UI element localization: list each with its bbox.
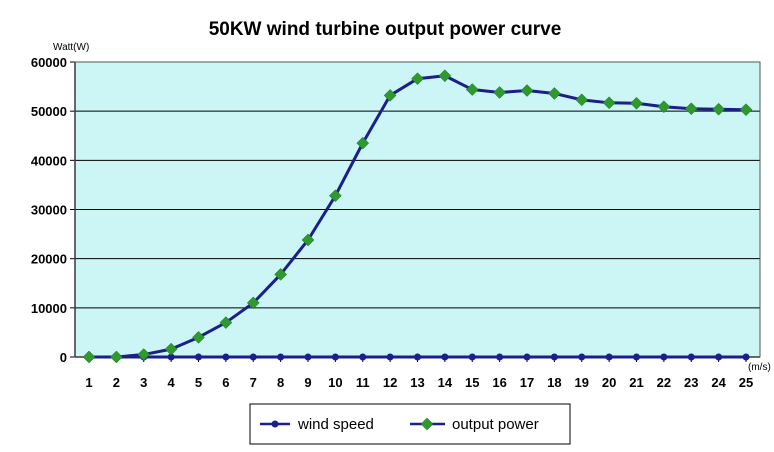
data-point-output-power — [356, 136, 370, 150]
y-axis-label: Watt(W) — [53, 42, 89, 53]
x-tick-label: 1 — [85, 375, 92, 390]
x-tick-label: 21 — [629, 375, 643, 390]
x-tick-label: 13 — [410, 375, 424, 390]
legend-marker-output-power — [420, 417, 434, 431]
x-tick-label: 11 — [356, 375, 370, 390]
data-point-wind-speed — [523, 353, 531, 361]
data-point-output-power — [520, 84, 534, 97]
data-point-output-power — [712, 102, 725, 116]
data-point-output-power — [164, 342, 178, 356]
data-point-output-power — [739, 103, 753, 117]
x-tick-label: 15 — [465, 375, 479, 390]
x-tick-label: 16 — [492, 375, 506, 390]
x-tick-label: 10 — [328, 375, 342, 390]
x-tick-label: 17 — [520, 375, 534, 390]
x-tick-label: 4 — [168, 375, 176, 390]
data-point-output-power — [219, 316, 233, 329]
x-tick-label: 25 — [739, 375, 753, 390]
y-tick-label: 30000 — [31, 203, 67, 218]
x-axis-unit-label: (m/s) — [748, 362, 771, 373]
y-tick-label: 50000 — [31, 104, 67, 119]
x-tick-labels: 1 2 3 4 5 6 7 8 9 10 11 12 13 14 15 16 17 18 19 20 21 22 23 24 2… — [85, 375, 753, 390]
data-point-wind-speed — [304, 353, 312, 361]
data-point-output-power — [602, 96, 616, 110]
data-point-wind-speed — [222, 353, 230, 361]
data-point-output-power — [82, 350, 96, 364]
legend: wind speed output power — [249, 403, 571, 445]
y-tick-label: 0 — [60, 350, 67, 365]
data-point-output-power — [465, 83, 479, 96]
data-point-output-power — [575, 93, 589, 107]
data-point-wind-speed — [578, 353, 586, 361]
x-tick-label: 14 — [438, 375, 453, 390]
data-point-wind-speed — [277, 353, 285, 361]
x-tick-label: 2 — [113, 375, 120, 390]
data-point-output-power — [301, 233, 315, 247]
data-point-output-power — [657, 100, 671, 114]
x-tick-label: 20 — [602, 375, 616, 390]
x-tick-label: 19 — [575, 375, 589, 390]
data-point-wind-speed — [687, 353, 695, 361]
y-tick-labels: 0 10000 20000 30000 40000 50000 60000 — [31, 55, 67, 365]
x-tick-label: 9 — [304, 375, 311, 390]
data-point-wind-speed — [496, 353, 504, 361]
data-point-wind-speed — [742, 353, 750, 361]
y-tick-label: 60000 — [31, 55, 67, 70]
data-point-wind-speed — [331, 353, 339, 361]
data-point-output-power — [548, 87, 561, 100]
data-point-output-power — [383, 89, 397, 102]
data-point-output-power — [137, 348, 151, 361]
data-point-wind-speed — [386, 353, 394, 361]
data-point-wind-speed — [715, 353, 723, 361]
y-tick-label: 20000 — [31, 252, 67, 267]
data-point-wind-speed — [167, 353, 175, 361]
data-point-output-power — [493, 86, 506, 99]
x-tick-label: 7 — [250, 375, 257, 390]
data-point-wind-speed — [359, 353, 367, 361]
data-point-output-power — [192, 330, 205, 344]
data-point-output-power — [684, 102, 698, 116]
x-tick-label: 18 — [547, 375, 561, 390]
data-point-wind-speed — [550, 353, 558, 361]
legend-label-output-power: output power — [452, 416, 539, 433]
x-tick-label: 22 — [657, 375, 671, 390]
x-tick-label: 24 — [711, 375, 726, 390]
chart-title: 50KW wind turbine output power curve — [209, 19, 562, 40]
legend-label-wind-speed: wind speed — [297, 416, 374, 433]
x-tick-label: 6 — [222, 375, 229, 390]
series-group — [82, 69, 753, 364]
data-point-output-power — [438, 69, 452, 83]
x-tick-label: 3 — [140, 375, 147, 390]
data-point-output-power — [110, 350, 123, 364]
data-point-output-power — [274, 268, 287, 281]
data-point-wind-speed — [441, 353, 449, 361]
x-tick-label: 8 — [277, 375, 284, 390]
legend-marker-wind-speed — [271, 420, 279, 428]
data-point-wind-speed — [414, 353, 421, 361]
data-point-wind-speed — [249, 353, 257, 361]
data-point-wind-speed — [468, 353, 476, 361]
data-point-wind-speed — [660, 353, 668, 361]
data-point-output-power — [630, 96, 643, 110]
data-point-output-power — [329, 189, 342, 203]
x-tick-label: 12 — [383, 375, 397, 390]
y-tick-label: 40000 — [31, 153, 67, 168]
data-point-output-power — [246, 296, 260, 310]
x-tick-label: 23 — [684, 375, 698, 390]
data-point-wind-speed — [195, 353, 202, 361]
y-tick-label: 10000 — [31, 301, 67, 316]
data-point-wind-speed — [605, 353, 613, 361]
data-point-output-power — [411, 72, 424, 86]
x-tick-label: 5 — [195, 375, 202, 390]
data-point-wind-speed — [633, 353, 640, 361]
